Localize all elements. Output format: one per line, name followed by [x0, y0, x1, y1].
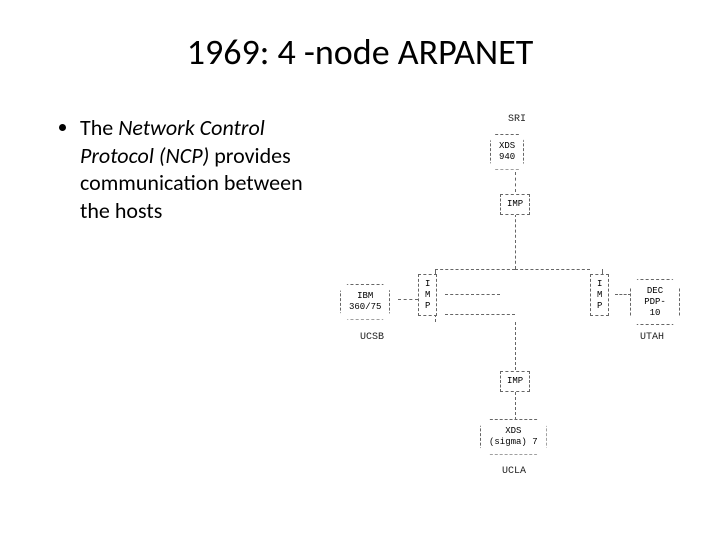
node-sri-host: XDS940: [490, 134, 524, 170]
imp-box: IMP: [500, 371, 530, 392]
host-box: XDS(sigma) 7: [480, 419, 547, 455]
diagram-edge: [515, 172, 516, 192]
slide-body: The Network Control Protocol (NCP) provi…: [40, 114, 680, 494]
node-sri-label: SRI: [508, 114, 526, 125]
node-ucsb-host: IBM360/75: [340, 284, 390, 320]
diagram-edge: [445, 294, 500, 295]
node-ucla-host: XDS(sigma) 7: [480, 419, 547, 455]
node-utah-imp: IMP: [590, 274, 609, 316]
node-label: SRI: [508, 114, 526, 125]
diagram-edge: [515, 214, 516, 269]
node-utah-label: UTAH: [640, 332, 664, 343]
host-box: XDS940: [490, 134, 524, 170]
node-utah-host: DECPDP-10: [630, 279, 680, 325]
host-box: IBM360/75: [340, 284, 390, 320]
bullet-text-prefix: The: [80, 114, 118, 141]
diagram-column: SRI XDS940 IMP IBM360/75 IMP UCSB IMP DECPDP-10…: [330, 114, 680, 494]
node-label: UCLA: [502, 466, 526, 477]
bullet-item: The Network Control Protocol (NCP) provi…: [80, 114, 330, 224]
slide-title: 1969: 4 -node ARPANET: [40, 30, 680, 74]
node-ucsb-label: UCSB: [360, 332, 384, 343]
imp-box: IMP: [590, 274, 609, 316]
node-ucla-imp: IMP: [500, 369, 530, 392]
bullet-column: The Network Control Protocol (NCP) provi…: [40, 114, 330, 494]
diagram-edge: [445, 314, 515, 315]
imp-box: IMP: [418, 274, 437, 316]
diagram-edge: [515, 392, 516, 420]
host-box: DECPDP-10: [630, 279, 680, 325]
node-label: UTAH: [640, 332, 664, 343]
imp-box: IMP: [500, 194, 530, 215]
diagram-edge: [435, 269, 515, 270]
diagram-edge: [398, 299, 418, 300]
bullet-list: The Network Control Protocol (NCP) provi…: [60, 114, 330, 224]
node-ucla-label: UCLA: [502, 466, 526, 477]
slide: 1969: 4 -node ARPANET The Network Contro…: [0, 0, 720, 540]
node-label: UCSB: [360, 332, 384, 343]
arpanet-diagram: SRI XDS940 IMP IBM360/75 IMP UCSB IMP DECPDP-10…: [340, 114, 680, 494]
diagram-edge: [515, 269, 590, 270]
node-ucsb-imp: IMP: [418, 274, 437, 316]
diagram-edge: [515, 322, 516, 370]
node-sri-imp: IMP: [500, 192, 530, 215]
diagram-edge: [615, 294, 631, 295]
